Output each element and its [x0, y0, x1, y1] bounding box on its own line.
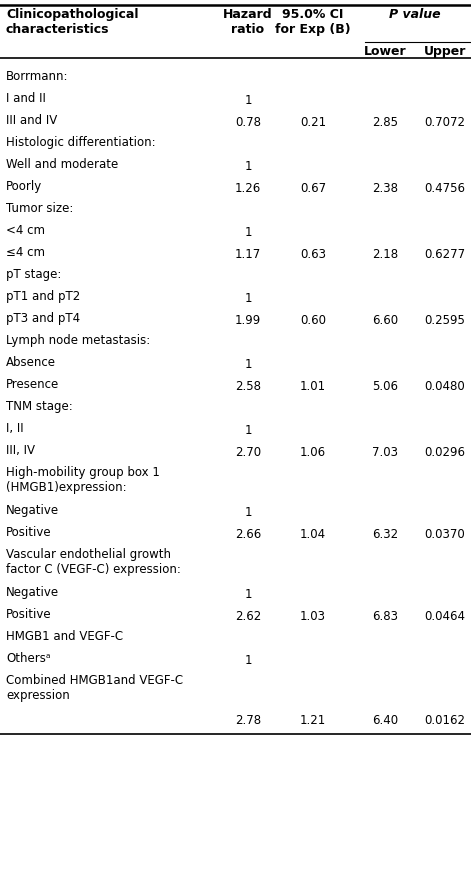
Text: pT1 and pT2: pT1 and pT2	[6, 290, 80, 303]
Text: 1.17: 1.17	[235, 249, 261, 261]
Text: Hazard
ratio: Hazard ratio	[223, 8, 273, 36]
Text: 1.26: 1.26	[235, 182, 261, 196]
Text: 6.40: 6.40	[372, 714, 398, 727]
Text: 95.0% CI
for Exp (B): 95.0% CI for Exp (B)	[275, 8, 351, 36]
Text: III, IV: III, IV	[6, 444, 35, 457]
Text: Clinicopathological
characteristics: Clinicopathological characteristics	[6, 8, 138, 36]
Text: 1.99: 1.99	[235, 314, 261, 327]
Text: 1: 1	[244, 655, 252, 667]
Text: 1: 1	[244, 95, 252, 107]
Text: 2.66: 2.66	[235, 528, 261, 542]
Text: 0.78: 0.78	[235, 117, 261, 129]
Text: 6.83: 6.83	[372, 611, 398, 624]
Text: 2.58: 2.58	[235, 381, 261, 394]
Text: 1: 1	[244, 227, 252, 240]
Text: 2.78: 2.78	[235, 714, 261, 727]
Text: Well and moderate: Well and moderate	[6, 158, 118, 171]
Text: Presence: Presence	[6, 378, 59, 391]
Text: Positive: Positive	[6, 608, 52, 621]
Text: 1: 1	[244, 425, 252, 437]
Text: I, II: I, II	[6, 422, 24, 435]
Text: Negative: Negative	[6, 586, 59, 599]
Text: 2.62: 2.62	[235, 611, 261, 624]
Text: Tumor size:: Tumor size:	[6, 202, 73, 215]
Text: Positive: Positive	[6, 526, 52, 539]
Text: Borrmann:: Borrmann:	[6, 70, 68, 83]
Text: I and II: I and II	[6, 92, 46, 105]
Text: TNM stage:: TNM stage:	[6, 400, 73, 413]
Text: 0.0480: 0.0480	[425, 381, 465, 394]
Text: 0.0464: 0.0464	[424, 611, 465, 624]
Text: III and IV: III and IV	[6, 114, 57, 127]
Text: 0.0370: 0.0370	[425, 528, 465, 542]
Text: 2.70: 2.70	[235, 447, 261, 459]
Text: 1.03: 1.03	[300, 611, 326, 624]
Text: 6.32: 6.32	[372, 528, 398, 542]
Text: Vascular endothelial growth
factor C (VEGF-C) expression:: Vascular endothelial growth factor C (VE…	[6, 548, 181, 576]
Text: Poorly: Poorly	[6, 180, 42, 193]
Text: 2.18: 2.18	[372, 249, 398, 261]
Text: 0.60: 0.60	[300, 314, 326, 327]
Text: 1: 1	[244, 506, 252, 519]
Text: 1.04: 1.04	[300, 528, 326, 542]
Text: 5.06: 5.06	[372, 381, 398, 394]
Text: 1: 1	[244, 358, 252, 372]
Text: 0.7072: 0.7072	[424, 117, 465, 129]
Text: Negative: Negative	[6, 504, 59, 517]
Text: 0.4756: 0.4756	[424, 182, 465, 196]
Text: 0.0162: 0.0162	[424, 714, 465, 727]
Text: 1.06: 1.06	[300, 447, 326, 459]
Text: 7.03: 7.03	[372, 447, 398, 459]
Text: 0.2595: 0.2595	[424, 314, 465, 327]
Text: Lower: Lower	[364, 45, 406, 58]
Text: <4 cm: <4 cm	[6, 224, 45, 237]
Text: pT stage:: pT stage:	[6, 268, 61, 281]
Text: 1: 1	[244, 293, 252, 305]
Text: 0.63: 0.63	[300, 249, 326, 261]
Text: 1: 1	[244, 589, 252, 602]
Text: High-mobility group box 1
(HMGB1)expression:: High-mobility group box 1 (HMGB1)express…	[6, 466, 160, 494]
Text: pT3 and pT4: pT3 and pT4	[6, 312, 80, 325]
Text: Absence: Absence	[6, 356, 56, 369]
Text: Histologic differentiation:: Histologic differentiation:	[6, 136, 155, 149]
Text: 2.85: 2.85	[372, 117, 398, 129]
Text: 1.21: 1.21	[300, 714, 326, 727]
Text: Combined HMGB1and VEGF-C
expression: Combined HMGB1and VEGF-C expression	[6, 674, 183, 702]
Text: HMGB1 and VEGF-C: HMGB1 and VEGF-C	[6, 630, 123, 643]
Text: 1.01: 1.01	[300, 381, 326, 394]
Text: 0.6277: 0.6277	[424, 249, 465, 261]
Text: P value: P value	[389, 8, 441, 21]
Text: 2.38: 2.38	[372, 182, 398, 196]
Text: 0.0296: 0.0296	[424, 447, 465, 459]
Text: ≤4 cm: ≤4 cm	[6, 246, 45, 259]
Text: Upper: Upper	[424, 45, 466, 58]
Text: Othersᵃ: Othersᵃ	[6, 652, 50, 665]
Text: 0.21: 0.21	[300, 117, 326, 129]
Text: 6.60: 6.60	[372, 314, 398, 327]
Text: 0.67: 0.67	[300, 182, 326, 196]
Text: Lymph node metastasis:: Lymph node metastasis:	[6, 334, 150, 347]
Text: 1: 1	[244, 160, 252, 173]
